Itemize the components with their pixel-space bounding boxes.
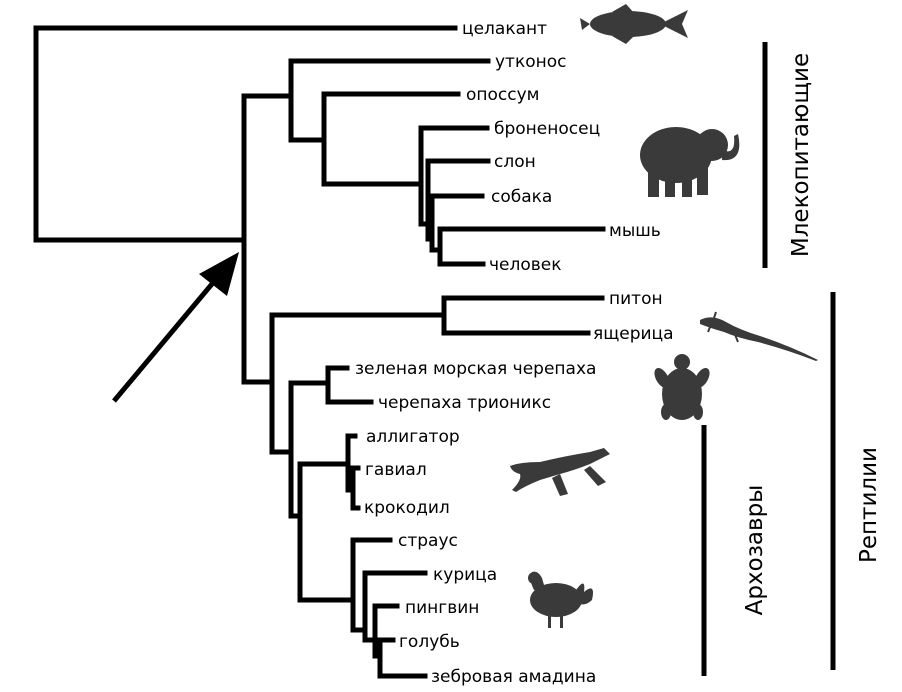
root-branch [33,25,458,243]
lizard-icon [700,311,818,361]
mammal-branch [288,58,491,143]
elephant-icon [640,127,740,197]
label-elephant: слон [494,152,536,172]
tree-branches [33,25,606,679]
label-mouse: мышь [609,221,661,241]
label-armadillo: броненосец [494,119,600,139]
euarchontoglires-branch [437,226,606,267]
therian-branch [321,91,461,187]
label-human: человек [489,255,562,275]
amniote-branch [241,93,294,385]
group-bars [701,42,836,676]
label-opossum: опоссум [466,85,540,105]
arrow [112,252,239,403]
turtle-branch [325,365,374,405]
label-dog: собака [491,187,552,207]
label-green-sea-turtle: зеленая морская черепаха [355,359,596,379]
label-chicken: курица [433,565,497,585]
label-gharial: гавиал [365,460,427,480]
bird-branch [350,537,393,633]
fish-icon [580,4,688,44]
label-python: питон [609,289,663,309]
label-reptiles: Рептилии [856,447,882,563]
crocodylidae-branch [350,465,361,511]
label-platypus: утконос [495,52,567,72]
label-crocodile: крокодил [364,498,450,518]
group-labels: Млекопитающие Рептилии Архозавры [742,53,882,615]
rooster-icon [528,571,593,628]
label-ostrich: страус [398,531,458,551]
archelosaur-branch [288,380,331,519]
label-zebra-finch: зебровая амадина [431,667,596,687]
label-penguin: пингвин [405,598,479,618]
label-lizard: ящерица [593,324,674,344]
pigeon-finch-branch [377,637,428,679]
label-softshell-turtle: черепаха трионикс [378,393,551,413]
archosaur-branch [297,461,356,603]
arrow-shaft [112,270,224,403]
label-alligator: аллигатор [366,427,460,447]
reptile-branch [269,312,447,455]
arrow-head [199,252,239,296]
taxon-labels: целакант утконос опоссум броненосец слон… [355,19,674,687]
label-coelacanth: целакант [462,19,547,39]
label-mammals: Млекопитающие [788,53,814,257]
label-pigeon: голубь [399,632,460,652]
squamate-branch [441,295,605,336]
crocodile-icon [510,448,610,496]
turtle-icon [654,354,710,420]
label-archosaurs: Архозавры [742,485,768,616]
